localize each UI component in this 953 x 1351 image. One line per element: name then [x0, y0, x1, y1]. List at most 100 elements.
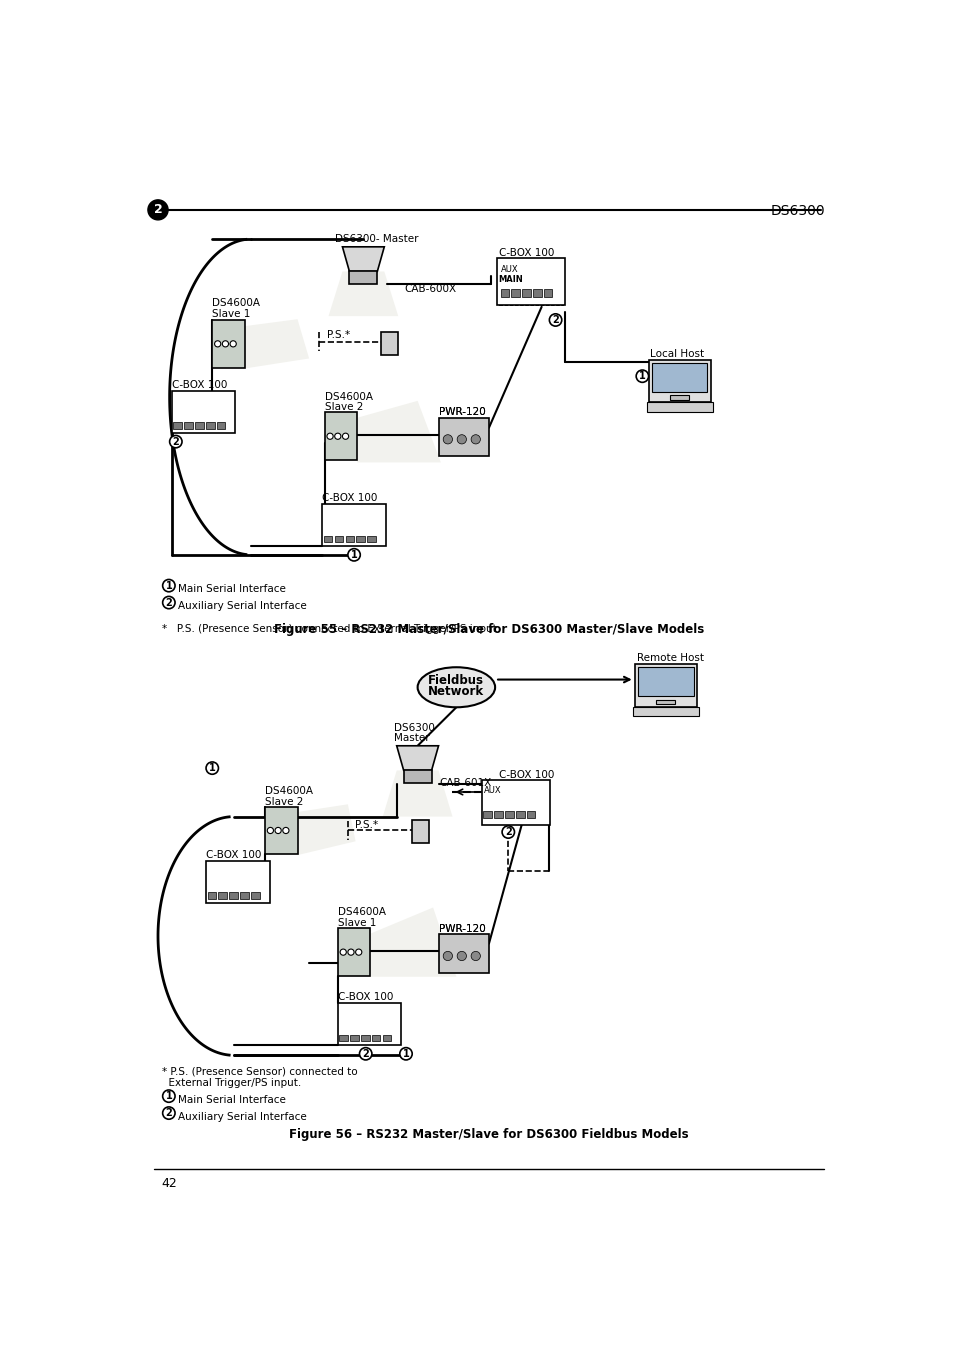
Polygon shape	[382, 770, 452, 816]
Text: DS6300: DS6300	[769, 204, 824, 219]
Bar	[637, 667, 693, 697]
Circle shape	[340, 948, 346, 955]
Text: Figure 55 – RS232 Master/Slave for DS6300 Master/Slave Models: Figure 55 – RS232 Master/Slave for DS630…	[274, 623, 703, 635]
Text: P.S.*: P.S.*	[355, 820, 377, 830]
Circle shape	[162, 580, 174, 592]
Bar	[497, 258, 564, 304]
Circle shape	[636, 370, 648, 382]
Bar	[349, 272, 377, 284]
Circle shape	[443, 435, 452, 444]
Text: AUX: AUX	[500, 265, 517, 273]
Text: Slave 2: Slave 2	[265, 797, 303, 807]
Polygon shape	[342, 247, 384, 272]
Text: P.S.*: P.S.*	[327, 330, 350, 340]
Text: 1: 1	[165, 581, 172, 590]
Circle shape	[162, 1090, 174, 1102]
Circle shape	[399, 1047, 412, 1061]
Text: Local Host: Local Host	[649, 349, 703, 359]
Text: 2: 2	[165, 597, 172, 608]
Bar	[265, 807, 297, 854]
Text: 2: 2	[172, 436, 179, 447]
Text: C-BOX 100: C-BOX 100	[498, 249, 554, 258]
Text: PWR-120: PWR-120	[438, 407, 485, 417]
Bar	[633, 707, 699, 716]
Bar	[651, 363, 707, 392]
Text: * P.S. (Presence Sensor) connected to
  External Trigger/PS input.: * P.S. (Presence Sensor) connected to Ex…	[162, 1067, 357, 1089]
Bar	[324, 412, 356, 461]
Bar	[505, 811, 513, 819]
Bar	[251, 892, 259, 898]
Polygon shape	[370, 908, 456, 977]
Bar	[240, 892, 249, 898]
Text: Main Serial Interface: Main Serial Interface	[178, 585, 286, 594]
Text: 2: 2	[362, 1048, 369, 1059]
Text: Fieldbus: Fieldbus	[428, 674, 484, 688]
Bar	[206, 861, 270, 902]
Text: PWR-120: PWR-120	[438, 924, 485, 934]
Bar	[670, 396, 688, 400]
Bar	[360, 1035, 369, 1042]
Circle shape	[342, 434, 348, 439]
Bar	[345, 535, 354, 543]
Circle shape	[471, 951, 480, 961]
Text: 1: 1	[165, 1092, 172, 1101]
Bar	[337, 928, 370, 975]
Circle shape	[549, 313, 561, 326]
Bar	[350, 1035, 358, 1042]
Bar	[494, 811, 502, 819]
Bar	[172, 390, 235, 434]
Bar	[339, 1035, 348, 1042]
Circle shape	[456, 951, 466, 961]
Text: Auxiliary Serial Interface: Auxiliary Serial Interface	[178, 1112, 307, 1121]
Bar	[646, 403, 712, 412]
Bar	[337, 1002, 401, 1046]
Bar	[195, 423, 204, 430]
Text: 1: 1	[402, 1048, 409, 1059]
Polygon shape	[245, 319, 309, 369]
Text: Remote Host: Remote Host	[637, 654, 703, 663]
Bar	[372, 1035, 380, 1042]
Bar	[403, 770, 431, 782]
Bar	[208, 892, 216, 898]
Bar	[634, 665, 696, 707]
Text: Slave 2: Slave 2	[324, 403, 363, 412]
Bar	[483, 811, 492, 819]
Text: DS4600A: DS4600A	[265, 786, 313, 796]
Text: 1: 1	[209, 763, 215, 773]
Circle shape	[443, 951, 452, 961]
Circle shape	[471, 435, 480, 444]
Bar	[381, 331, 397, 354]
Text: DS4600A: DS4600A	[212, 299, 260, 308]
Text: Auxiliary Serial Interface: Auxiliary Serial Interface	[178, 601, 307, 612]
Text: Slave 1: Slave 1	[337, 919, 375, 928]
Circle shape	[230, 340, 236, 347]
Text: *   P.S. (Presence Sensor) connected to External Trigger/PS input.: * P.S. (Presence Sensor) connected to Ex…	[162, 624, 499, 634]
Bar	[412, 820, 429, 843]
Circle shape	[162, 596, 174, 609]
Bar	[511, 289, 519, 297]
Bar	[500, 289, 509, 297]
Text: 42: 42	[162, 1177, 177, 1190]
Text: Main Serial Interface: Main Serial Interface	[178, 1094, 286, 1105]
Bar	[543, 289, 552, 297]
Text: C-BOX 100: C-BOX 100	[206, 850, 261, 859]
Circle shape	[501, 825, 514, 838]
Ellipse shape	[417, 667, 495, 708]
Text: 2: 2	[165, 1108, 172, 1119]
Circle shape	[335, 434, 340, 439]
Circle shape	[327, 434, 333, 439]
Bar	[173, 423, 182, 430]
Circle shape	[162, 1106, 174, 1119]
Circle shape	[148, 200, 168, 220]
Text: 1: 1	[639, 372, 645, 381]
Bar	[367, 535, 375, 543]
Bar	[521, 289, 530, 297]
Bar	[218, 892, 227, 898]
Circle shape	[274, 827, 281, 834]
Circle shape	[170, 435, 182, 447]
Text: Master: Master	[394, 734, 430, 743]
Text: DS6300- Master: DS6300- Master	[335, 234, 417, 243]
Text: C-BOX 100: C-BOX 100	[498, 770, 554, 781]
Text: C-BOX 100: C-BOX 100	[172, 380, 227, 390]
Circle shape	[359, 1047, 372, 1061]
